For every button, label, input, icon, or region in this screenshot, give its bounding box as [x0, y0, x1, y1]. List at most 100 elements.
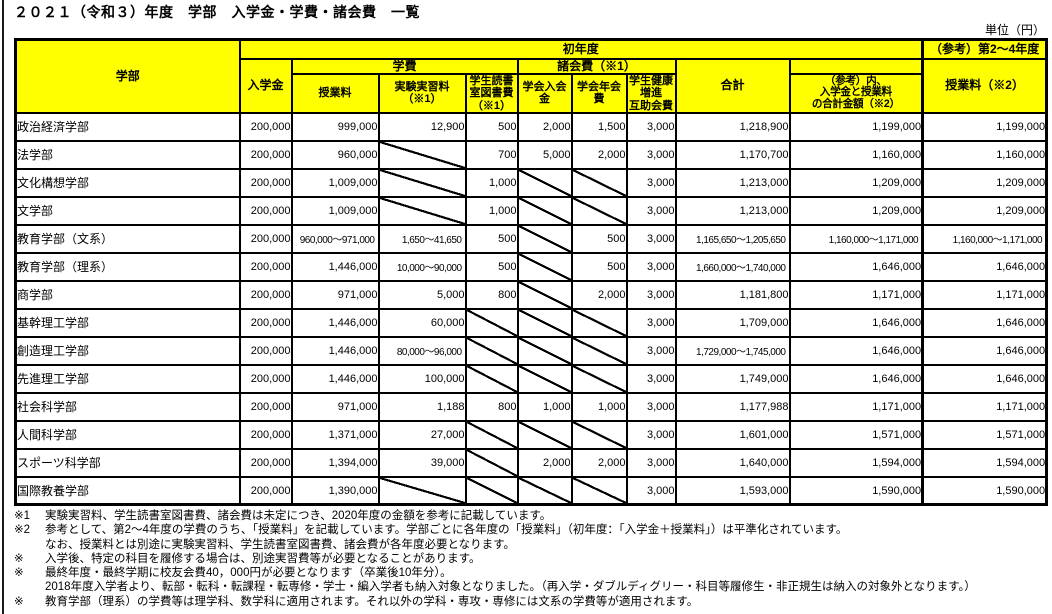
society-entry-fee-value: 5,000	[516, 139, 573, 170]
library-fee-value: 500	[464, 223, 519, 254]
society-annual-fee-value: 1,500	[570, 111, 628, 142]
header-faculty: 学部	[14, 38, 241, 114]
table-row: 文化構想学部 200,000 1,009,000 1,000 3,000 1,213,00…	[14, 167, 1048, 198]
tuition-year2-4-value: 1,646,000	[921, 251, 1048, 282]
admission-fee-value: 200,000	[238, 447, 293, 478]
tuition-year2-4-value: 1,646,000	[921, 307, 1048, 338]
tuition-year2-4-value: 1,160,000	[921, 139, 1048, 170]
header-health-mutual-aid-fee: 学生健康 増進 互助会費	[625, 72, 677, 114]
society-annual-fee-na-diagonal	[570, 363, 628, 394]
lab-fee-value: 12,900	[377, 111, 467, 142]
society-entry-fee-value: 1,000	[516, 391, 573, 422]
admission-fee-value: 200,000	[238, 335, 293, 366]
library-fee-na-diagonal	[464, 419, 519, 450]
society-annual-fee-na-diagonal	[570, 307, 628, 338]
society-entry-fee-na-diagonal	[516, 223, 573, 254]
health-mutual-aid-fee-value: 3,000	[625, 251, 677, 282]
ref-admission-tuition-total-value: 1,646,000	[788, 251, 924, 282]
tuition-year2-4-value: 1,590,000	[921, 475, 1048, 506]
society-annual-fee-value: 2,000	[570, 447, 628, 478]
admission-fee-value: 200,000	[238, 419, 293, 450]
health-mutual-aid-fee-value: 3,000	[625, 167, 677, 198]
footnote-marker: ※	[14, 595, 24, 608]
admission-fee-value: 200,000	[238, 475, 293, 506]
society-annual-fee-na-diagonal	[570, 419, 628, 450]
health-mutual-aid-fee-value: 3,000	[625, 419, 677, 450]
footnote-marker	[14, 538, 45, 552]
footnote-marker: ※	[14, 552, 24, 565]
footnote-text: 教育学部（理系）の学費等は理学科、数学科に適用されます。それ以外の学科・専攻・専…	[45, 595, 699, 608]
unit-label: 単位（円）	[984, 23, 1045, 37]
tuition-year2-4-value: 1,646,000	[921, 363, 1048, 394]
library-fee-na-diagonal	[464, 447, 519, 478]
health-mutual-aid-fee-value: 3,000	[625, 335, 677, 366]
ref-admission-tuition-total-value: 1,646,000	[788, 363, 924, 394]
ref-admission-tuition-total-value: 1,209,000	[788, 195, 924, 226]
library-fee-na-diagonal	[464, 307, 519, 338]
total-value: 1,213,000	[674, 195, 791, 226]
header-ref-admission-tuition-total: （参考）内、入学金と授業料 の合計金額（※2）	[788, 72, 924, 114]
society-annual-fee-value: 500	[570, 251, 628, 282]
tuition-value: 1,446,000	[290, 307, 380, 338]
library-fee-value: 1,000	[464, 195, 519, 226]
tuition-value: 960,000～971,000	[290, 223, 380, 254]
lab-fee-value: 27,000	[377, 419, 467, 450]
page-title: ２０２１（令和３）年度 学部 入学金・学費・諸会費 一覧	[14, 4, 420, 20]
table-row: 政治経済学部 200,000 999,000 12,900 500 2,000 1,500 3…	[14, 111, 1048, 142]
health-mutual-aid-fee-value: 3,000	[625, 475, 677, 506]
header-total: 合計	[674, 57, 791, 114]
faculty-name: 創造理工学部	[14, 335, 241, 366]
header-tuition-group: 学費	[290, 57, 519, 75]
tuition-value: 1,390,000	[290, 475, 380, 506]
total-value: 1,165,650～1,205,650	[674, 223, 791, 254]
ref-admission-tuition-total-value: 1,646,000	[788, 335, 924, 366]
ref-admission-tuition-total-value: 1,209,000	[788, 167, 924, 198]
admission-fee-value: 200,000	[238, 251, 293, 282]
tuition-year2-4-value: 1,199,000	[921, 111, 1048, 142]
library-fee-na-diagonal	[464, 363, 519, 394]
ref-admission-tuition-total-value: 1,171,000	[788, 279, 924, 310]
society-annual-fee-na-diagonal	[570, 167, 628, 198]
tuition-value: 1,009,000	[290, 195, 380, 226]
total-value: 1,640,000	[674, 447, 791, 478]
table-row: 先進理工学部 200,000 1,446,000 100,000 3,000 1,749,…	[14, 363, 1048, 394]
tuition-year2-4-value: 1,160,000～1,171,000	[921, 223, 1048, 254]
faculty-name: 商学部	[14, 279, 241, 310]
total-value: 1,709,000	[674, 307, 791, 338]
tuition-year2-4-value: 1,171,000	[921, 391, 1048, 422]
footnote-text: 実験実習料、学生読書室図書費、諸会費は未定につき、2020年度の金額を参考に記載…	[45, 510, 552, 522]
library-fee-na-diagonal	[464, 475, 519, 506]
society-entry-fee-na-diagonal	[516, 279, 573, 310]
header-lab-fee: 実験実習料 （※1）	[377, 72, 467, 114]
library-fee-value: 500	[464, 111, 519, 142]
admission-fee-value: 200,000	[238, 195, 293, 226]
header-tuition-year2-4: 授業料（※2）	[921, 57, 1048, 114]
faculty-name: 法学部	[14, 139, 241, 170]
library-fee-value: 800	[464, 279, 519, 310]
society-entry-fee-na-diagonal	[516, 307, 573, 338]
lab-fee-value: 1,650～41,650	[377, 223, 467, 254]
footnote-text: 入学後、特定の科目を履修する場合は、別途実習費等が必要となることがあります。	[45, 552, 481, 565]
footnote-marker	[14, 580, 45, 594]
tuition-year2-4-value: 1,594,000	[921, 447, 1048, 478]
society-entry-fee-na-diagonal	[516, 335, 573, 366]
table-row: 教育学部（理系） 200,000 1,446,000 10,000～90,000 500…	[14, 251, 1048, 282]
health-mutual-aid-fee-value: 3,000	[625, 307, 677, 338]
library-fee-value: 700	[464, 139, 519, 170]
table-row: 教育学部（文系） 200,000 960,000～971,000 1,650～41,6…	[14, 223, 1048, 254]
health-mutual-aid-fee-value: 3,000	[625, 363, 677, 394]
society-entry-fee-na-diagonal	[516, 167, 573, 198]
footnote-item: ※ 教育学部（理系）の学費等は理学科、数学科に適用されます。それ以外の学科・専攻・…	[14, 595, 1048, 609]
table-row: 基幹理工学部 200,000 1,446,000 60,000 3,000 1,709,0…	[14, 307, 1048, 338]
table-row: 法学部 200,000 960,000 700 5,000 2,000 3,000 1,170…	[14, 139, 1048, 170]
tuition-year2-4-value: 1,209,000	[921, 195, 1048, 226]
society-annual-fee-value: 500	[570, 223, 628, 254]
total-value: 1,181,800	[674, 279, 791, 310]
tuition-value: 960,000	[290, 139, 380, 170]
faculty-name: 教育学部（理系）	[14, 251, 241, 282]
lab-fee-na-diagonal	[377, 475, 467, 506]
health-mutual-aid-fee-value: 3,000	[625, 391, 677, 422]
ref-admission-tuition-total-value: 1,594,000	[788, 447, 924, 478]
lab-fee-na-diagonal	[377, 139, 467, 170]
faculty-name: 先進理工学部	[14, 363, 241, 394]
